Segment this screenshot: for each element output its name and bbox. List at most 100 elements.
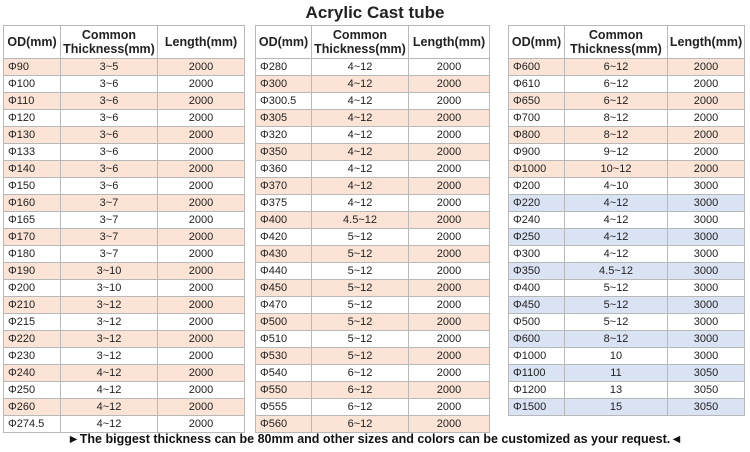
od-cell: Φ130 xyxy=(3,126,61,144)
length-cell: 2000 xyxy=(157,211,245,229)
table-row: Φ140 3~6 2000 xyxy=(3,160,245,178)
od-cell: Φ600 xyxy=(508,330,565,348)
table-row: Φ300.5 4~12 2000 xyxy=(255,92,490,110)
length-cell: 2000 xyxy=(667,126,745,144)
table-row: Φ450 5~12 3000 xyxy=(508,296,745,314)
table-row: Φ650 6~12 2000 xyxy=(508,92,745,110)
length-cell: 2000 xyxy=(408,330,490,348)
od-cell: Φ900 xyxy=(508,143,565,161)
od-cell: Φ133 xyxy=(3,143,61,161)
length-cell: 3000 xyxy=(667,194,745,212)
length-cell: 2000 xyxy=(157,330,245,348)
table-row: Φ110 3~6 2000 xyxy=(3,92,245,110)
length-cell: 3050 xyxy=(667,381,745,399)
header-length: Length(mm) xyxy=(408,25,490,59)
table-row: Φ360 4~12 2000 xyxy=(255,160,490,178)
length-cell: 3000 xyxy=(667,245,745,263)
thickness-cell: 4~12 xyxy=(60,398,158,416)
table-row: Φ800 8~12 2000 xyxy=(508,126,745,144)
thickness-cell: 3~10 xyxy=(60,262,158,280)
length-cell: 2000 xyxy=(667,143,745,161)
od-cell: Φ400 xyxy=(508,279,565,297)
thickness-cell: 4~12 xyxy=(564,245,668,263)
od-cell: Φ450 xyxy=(508,296,565,314)
thickness-cell: 4~12 xyxy=(311,109,409,127)
od-cell: Φ510 xyxy=(255,330,312,348)
thickness-cell: 6~12 xyxy=(311,381,409,399)
table-row: Φ430 5~12 2000 xyxy=(255,245,490,263)
spec-table-3: OD(mm) Common Thickness(mm) Length(mm) Φ… xyxy=(508,25,745,416)
thickness-cell: 4~12 xyxy=(311,126,409,144)
table-row: Φ400 5~12 3000 xyxy=(508,279,745,297)
od-cell: Φ550 xyxy=(255,381,312,399)
length-cell: 2000 xyxy=(157,75,245,93)
od-cell: Φ220 xyxy=(3,330,61,348)
length-cell: 2000 xyxy=(667,58,745,76)
od-cell: Φ540 xyxy=(255,364,312,382)
length-cell: 3000 xyxy=(667,347,745,365)
od-cell: Φ215 xyxy=(3,313,61,331)
thickness-cell: 3~6 xyxy=(60,126,158,144)
od-cell: Φ555 xyxy=(255,398,312,416)
thickness-cell: 3~5 xyxy=(60,58,158,76)
od-cell: Φ300 xyxy=(508,245,565,263)
footer-note: ►The biggest thickness can be 80mm and o… xyxy=(67,432,683,446)
table-row: Φ375 4~12 2000 xyxy=(255,194,490,212)
od-cell: Φ165 xyxy=(3,211,61,229)
length-cell: 3050 xyxy=(667,364,745,382)
thickness-cell: 6~12 xyxy=(564,75,668,93)
od-cell: Φ200 xyxy=(508,177,565,195)
length-cell: 3000 xyxy=(667,211,745,229)
thickness-cell: 3~12 xyxy=(60,330,158,348)
od-cell: Φ1100 xyxy=(508,364,565,382)
length-cell: 2000 xyxy=(157,92,245,110)
length-cell: 3000 xyxy=(667,177,745,195)
table-row: Φ220 4~12 3000 xyxy=(508,194,745,212)
od-cell: Φ400 xyxy=(255,211,312,229)
od-cell: Φ430 xyxy=(255,245,312,263)
table-row: Φ130 3~6 2000 xyxy=(3,126,245,144)
header-length: Length(mm) xyxy=(157,25,245,59)
thickness-cell: 8~12 xyxy=(564,109,668,127)
od-cell: Φ370 xyxy=(255,177,312,195)
od-cell: Φ240 xyxy=(3,364,61,382)
thickness-cell: 6~12 xyxy=(564,92,668,110)
length-cell: 2000 xyxy=(408,194,490,212)
table-row: Φ610 6~12 2000 xyxy=(508,75,745,93)
thickness-cell: 4~12 xyxy=(311,160,409,178)
table-row: Φ550 6~12 2000 xyxy=(255,381,490,399)
thickness-cell: 3~7 xyxy=(60,228,158,246)
thickness-cell: 3~7 xyxy=(60,194,158,212)
length-cell: 2000 xyxy=(408,262,490,280)
table-row: Φ510 5~12 2000 xyxy=(255,330,490,348)
table-row: Φ240 4~12 2000 xyxy=(3,364,245,382)
thickness-cell: 5~12 xyxy=(564,313,668,331)
length-cell: 2000 xyxy=(408,398,490,416)
od-cell: Φ320 xyxy=(255,126,312,144)
table-row: Φ555 6~12 2000 xyxy=(255,398,490,416)
od-cell: Φ300.5 xyxy=(255,92,312,110)
thickness-cell: 8~12 xyxy=(564,330,668,348)
thickness-cell: 3~12 xyxy=(60,347,158,365)
table-row: Φ350 4.5~12 3000 xyxy=(508,262,745,280)
thickness-cell: 4.5~12 xyxy=(564,262,668,280)
table-row: Φ450 5~12 2000 xyxy=(255,279,490,297)
table-row: Φ350 4~12 2000 xyxy=(255,143,490,161)
thickness-cell: 3~12 xyxy=(60,313,158,331)
od-cell: Φ274.5 xyxy=(3,415,61,433)
od-cell: Φ470 xyxy=(255,296,312,314)
od-cell: Φ90 xyxy=(3,58,61,76)
table-row: Φ200 3~10 2000 xyxy=(3,279,245,297)
od-cell: Φ200 xyxy=(3,279,61,297)
length-cell: 2000 xyxy=(667,75,745,93)
table-row: Φ170 3~7 2000 xyxy=(3,228,245,246)
thickness-cell: 3~6 xyxy=(60,75,158,93)
od-cell: Φ220 xyxy=(508,194,565,212)
length-cell: 3000 xyxy=(667,262,745,280)
length-cell: 2000 xyxy=(408,228,490,246)
table-row: Φ160 3~7 2000 xyxy=(3,194,245,212)
table-row: Φ120 3~6 2000 xyxy=(3,109,245,127)
od-cell: Φ560 xyxy=(255,415,312,433)
thickness-cell: 11 xyxy=(564,364,668,382)
length-cell: 2000 xyxy=(157,143,245,161)
